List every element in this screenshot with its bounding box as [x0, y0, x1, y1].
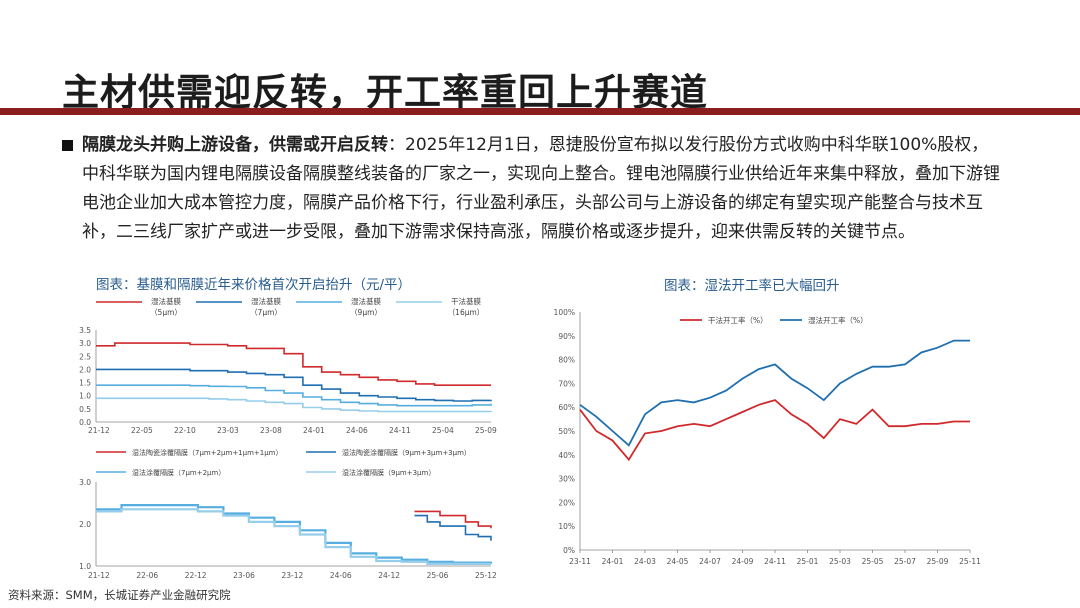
right-chart-caption: 图表：湿法开工率已大幅回升 — [664, 278, 840, 294]
x-tick-label: 21-12 — [88, 571, 110, 580]
legend-label: 湿法陶瓷涂覆隔膜（7μm+2μm+1μm+1μm） — [132, 448, 283, 457]
x-tick-label: 24-06 — [330, 571, 352, 580]
x-tick-label: 24-03 — [634, 557, 656, 566]
legend-label-sub: （16μm） — [448, 308, 485, 317]
y-tick-label: 40% — [558, 451, 575, 460]
y-tick-label: 80% — [558, 356, 575, 365]
series-line — [96, 368, 492, 402]
series-line — [579, 339, 970, 447]
series-line — [96, 342, 491, 386]
x-tick-label: 25-12 — [475, 571, 497, 580]
legend-label-sub: （7μm） — [250, 308, 282, 317]
y-tick-label: 60% — [558, 403, 575, 412]
legend-label: 湿法基膜 — [251, 296, 281, 306]
x-tick-label: 24-05 — [667, 557, 689, 566]
title-underline-bar — [0, 108, 1080, 115]
y-tick-label: 1.0 — [79, 562, 91, 571]
legend-label: 湿法涂覆隔膜（7μm+2μm） — [132, 468, 225, 477]
series-line — [414, 510, 492, 529]
y-tick-label: 100% — [554, 308, 575, 317]
y-tick-label: 30% — [558, 475, 575, 484]
paragraph-body: ：2025年12月1日，恩捷股份宣布拟以发行股份方式收购中科华联100%股权，中… — [82, 135, 1000, 242]
y-tick-label: 90% — [558, 332, 575, 341]
legend-label: 湿法开工率（%） — [808, 315, 868, 325]
x-tick-label: 24-06 — [346, 426, 368, 435]
separator-price-chart: 1.0 2.0 3.0 21-12 22-06 22-12 23-06 23-12 24-06 2… — [79, 448, 497, 580]
y-tick-label: 1.5 — [79, 379, 91, 388]
legend-label-sub: （5μm） — [150, 308, 182, 317]
legend-label: 湿法陶瓷涂覆隔膜（9μm+3μm+3μm） — [342, 448, 471, 457]
legend-label: 湿法基膜 — [351, 296, 381, 306]
x-tick-label: 25-09 — [927, 557, 949, 566]
x-tick-label: 24-12 — [378, 571, 400, 580]
bullet-square-icon — [62, 140, 73, 151]
y-tick-label: 3.0 — [79, 339, 91, 348]
x-tick-label: 22-12 — [185, 571, 207, 580]
summary-paragraph: 隔膜龙头并购上游设备，供需或开启反转：2025年12月1日，恩捷股份宣布拟以发行… — [82, 131, 1002, 247]
series-line — [96, 504, 493, 564]
y-tick-label: 2.5 — [79, 352, 91, 361]
x-tick-label: 23-11 — [569, 557, 591, 566]
x-tick-label: 21-12 — [88, 426, 110, 435]
y-tick-label: 0% — [563, 546, 575, 555]
x-tick-label: 23-12 — [282, 571, 304, 580]
x-tick-label: 25-05 — [862, 557, 884, 566]
x-tick-label: 24-01 — [602, 557, 624, 566]
y-tick-label: 3.0 — [79, 478, 91, 487]
legend-label-sub: （9μm） — [350, 308, 382, 317]
source-note: 资料来源：SMM，长城证券产业金融研究院 — [8, 588, 231, 602]
x-tick-label: 24-07 — [699, 557, 721, 566]
left-chart-caption: 图表：基膜和隔膜近年来价格首次开启抬升（元/平） — [96, 277, 412, 293]
y-tick-label: 0.5 — [79, 405, 91, 414]
series-line — [579, 399, 970, 462]
y-tick-label: 2.0 — [79, 365, 91, 374]
y-tick-label: 0.0 — [79, 418, 91, 427]
x-tick-label: 22-05 — [131, 426, 153, 435]
x-tick-label: 24-11 — [764, 557, 786, 566]
x-tick-label: 25-11 — [959, 557, 981, 566]
utilization-rate-chart: 0% 10% 20% 30% 40% 50% 60% 70% 80% 90% 100% 23-11 24… — [554, 308, 982, 566]
y-tick-label: 2.0 — [79, 520, 91, 529]
page-title: 主材供需迎反转，开工率重回上升赛道 — [62, 71, 708, 114]
series-line — [96, 384, 492, 407]
x-tick-label: 25-09 — [475, 426, 497, 435]
x-tick-label: 25-01 — [797, 557, 819, 566]
y-tick-label: 50% — [558, 427, 575, 436]
x-tick-label: 25-07 — [894, 557, 916, 566]
legend-label: 湿法基膜 — [151, 296, 181, 306]
x-tick-label: 23-06 — [233, 571, 255, 580]
legend-label: 干法开工率（%） — [708, 315, 768, 325]
series-line — [96, 397, 492, 413]
x-tick-label: 23-03 — [217, 426, 239, 435]
x-tick-label: 25-03 — [829, 557, 851, 566]
x-tick-label: 22-06 — [136, 571, 158, 580]
paragraph-heading: 隔膜龙头并购上游设备，供需或开启反转 — [82, 135, 388, 155]
x-tick-label: 24-11 — [389, 426, 411, 435]
base-film-price-chart: 0.0 0.5 1.0 1.5 2.0 2.5 3.0 3.5 21-12 22-05 22-10 2… — [79, 296, 497, 435]
y-tick-label: 1.0 — [79, 392, 91, 401]
y-tick-label: 70% — [558, 379, 575, 388]
y-tick-label: 3.5 — [79, 326, 91, 335]
x-tick-label: 25-06 — [427, 571, 449, 580]
x-tick-label: 24-09 — [732, 557, 754, 566]
series-line — [96, 508, 491, 565]
legend-label: 湿法涂覆隔膜（9μm+3μm） — [342, 468, 435, 477]
y-tick-label: 10% — [558, 522, 575, 531]
x-tick-label: 25-04 — [432, 426, 454, 435]
x-tick-label: 24-01 — [303, 426, 325, 435]
series-line — [414, 514, 492, 541]
x-tick-label: 23-08 — [260, 426, 282, 435]
legend-label: 干法基膜 — [451, 296, 481, 306]
x-tick-label: 22-10 — [174, 426, 196, 435]
y-tick-label: 20% — [558, 498, 575, 507]
